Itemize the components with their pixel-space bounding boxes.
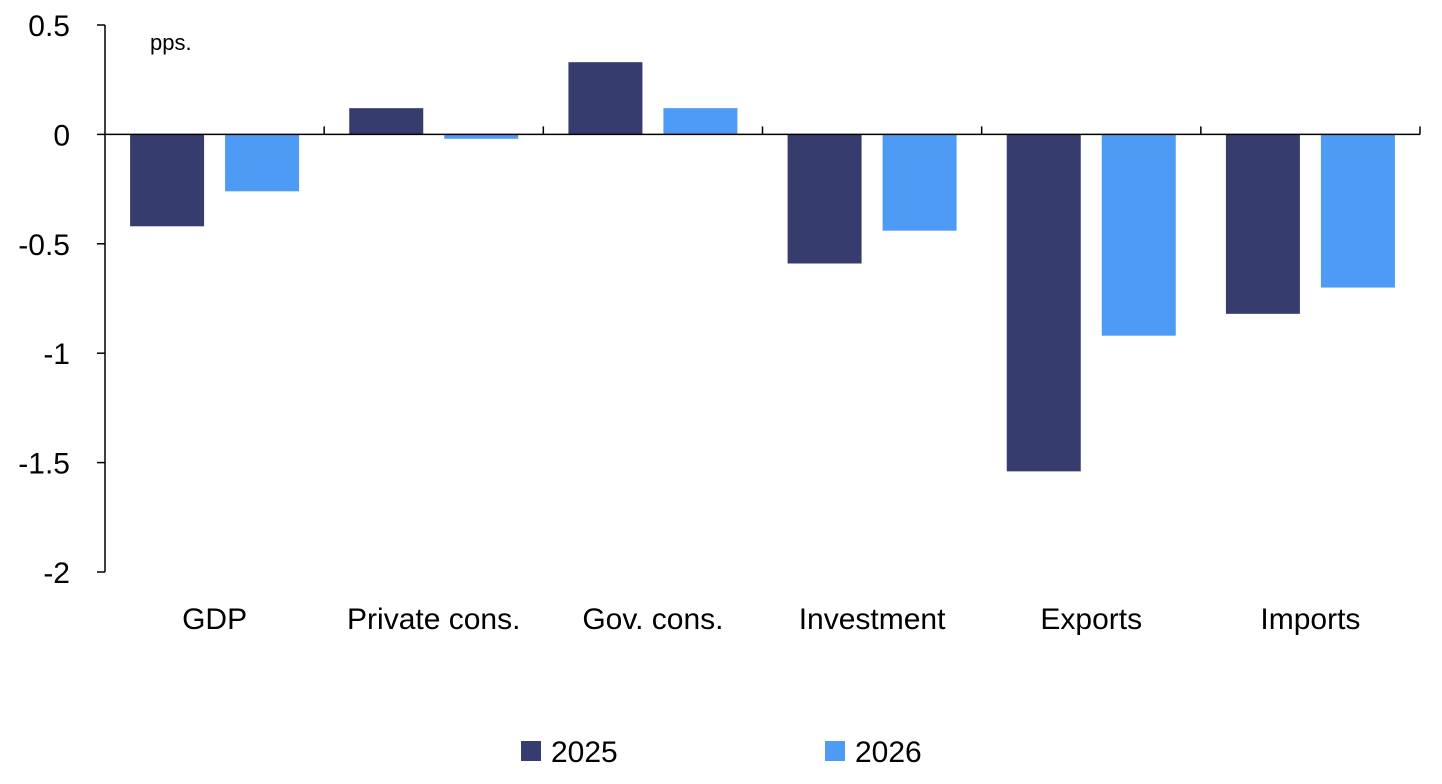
bar-2025-gdp: [130, 134, 205, 227]
y-tick-label: 0: [53, 119, 70, 152]
bars-group: [130, 62, 1395, 472]
legend-swatch-2026: [825, 741, 845, 761]
legend: 2025 2026: [521, 736, 922, 769]
bar-2025-gov-cons: [568, 62, 643, 135]
category-label: Private cons.: [347, 603, 520, 636]
legend-swatch-2025: [521, 741, 541, 761]
bar-2025-imports: [1225, 134, 1300, 314]
category-label: Investment: [799, 603, 946, 636]
bar-2026-gov-cons: [663, 108, 738, 135]
labels-group: 0.5 0 -0.5 -1 -1.5 -2 GDP Private cons. Gov. con…: [18, 10, 1360, 636]
y-tick-label: -0.5: [18, 229, 70, 262]
bar-2026-investment: [882, 134, 957, 231]
legend-label-2026: 2026: [855, 736, 922, 769]
bar-2025-investment: [787, 134, 862, 264]
category-label: GDP: [182, 603, 247, 636]
axes-group: [97, 24, 1421, 573]
bar-2026-gdp: [225, 134, 300, 192]
y-tick-label: -1.5: [18, 448, 70, 481]
bar-2026-exports: [1101, 134, 1176, 336]
category-label: Gov. cons.: [582, 603, 723, 636]
category-label: Exports: [1040, 603, 1142, 636]
bar-2026-imports: [1320, 134, 1395, 288]
y-tick-label: -1: [43, 338, 70, 371]
y-tick-label: -2: [43, 557, 70, 590]
bar-2025-private-cons: [349, 108, 424, 135]
bar-2025-exports: [1006, 134, 1081, 472]
legend-label-2025: 2025: [551, 736, 618, 769]
unit-label: pps.: [150, 30, 192, 55]
category-label: Imports: [1260, 603, 1360, 636]
bar-2026-private-cons: [444, 134, 519, 139]
y-tick-label: 0.5: [28, 10, 70, 43]
